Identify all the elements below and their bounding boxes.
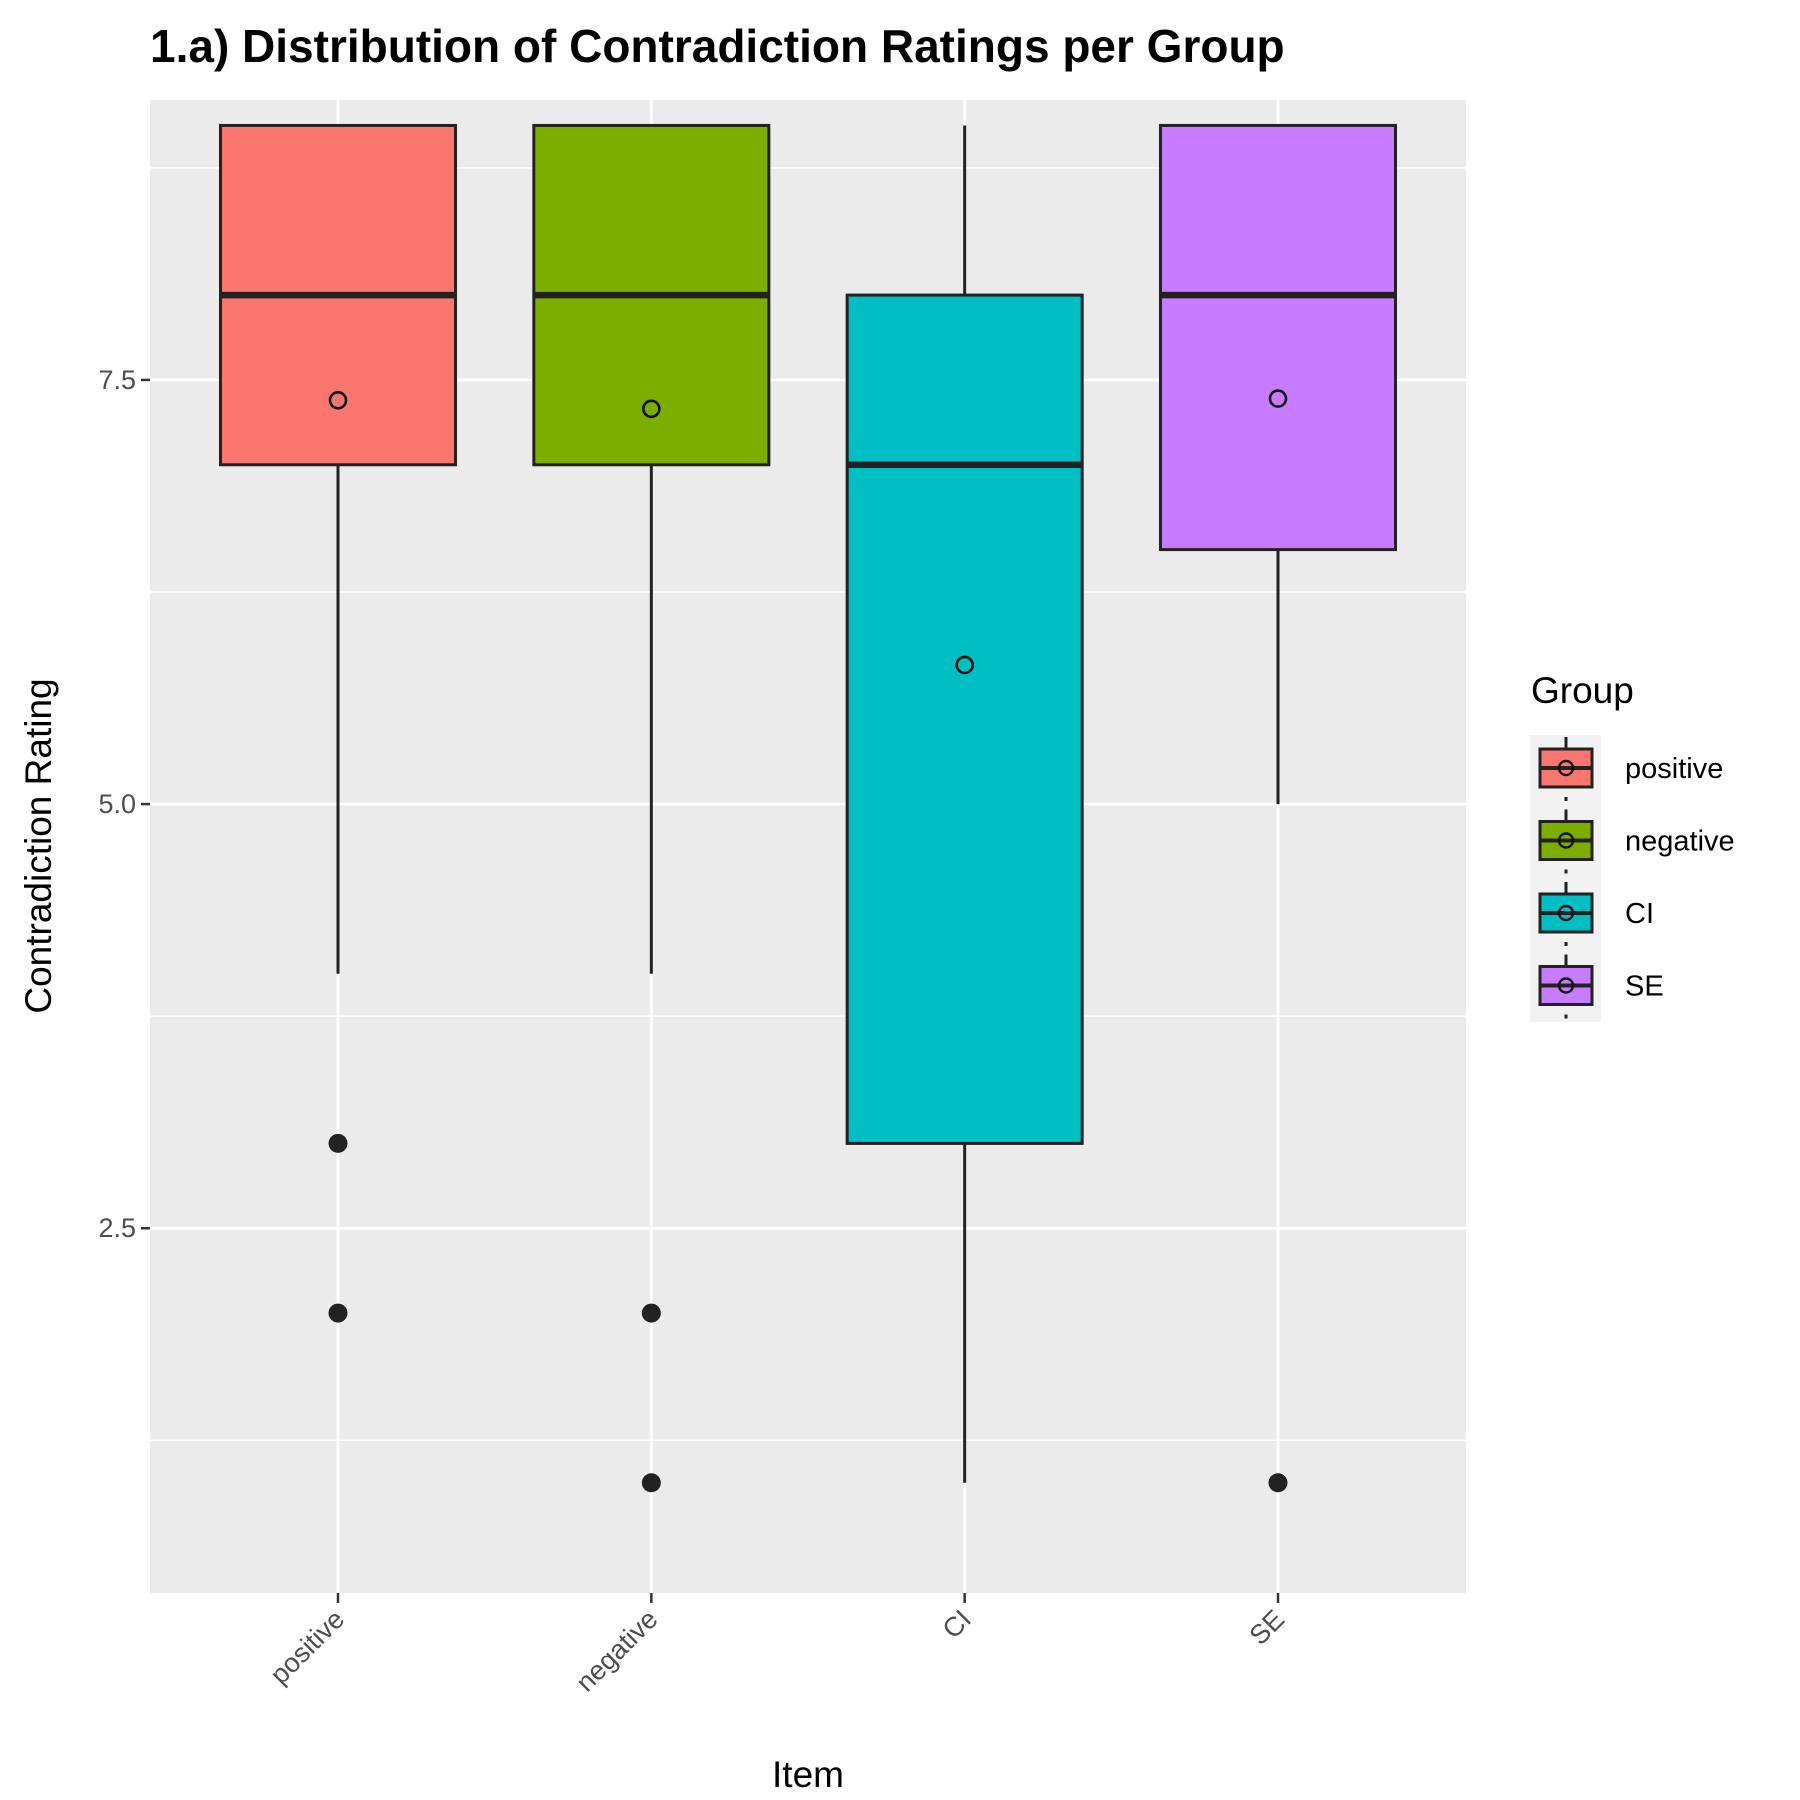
box-negative bbox=[532, 123, 771, 1493]
legend: Group positive negative CI SE bbox=[1530, 670, 1735, 1022]
legend-mean-point bbox=[1557, 832, 1575, 849]
outlier-point bbox=[641, 1303, 661, 1323]
legend-title: Group bbox=[1531, 670, 1634, 711]
outlier-point bbox=[328, 1133, 348, 1153]
box-positive bbox=[219, 123, 457, 1323]
x-tick-label-SE: SE bbox=[1244, 1604, 1291, 1651]
y-axis-title: Contradiction Rating bbox=[18, 678, 59, 1013]
box-body bbox=[1159, 123, 1397, 552]
outlier-point bbox=[641, 1473, 661, 1493]
outlier-point bbox=[1268, 1473, 1288, 1493]
box-body bbox=[845, 293, 1084, 1145]
legend-label: positive bbox=[1625, 753, 1723, 785]
outlier-point bbox=[328, 1303, 348, 1323]
legend-item-negative: negative bbox=[1538, 807, 1735, 874]
y-axis: 2.5 5.0 7.5 bbox=[98, 365, 150, 1243]
x-axis: positive negative CI SE bbox=[264, 1593, 1290, 1697]
legend-label: negative bbox=[1625, 826, 1735, 858]
mean-point bbox=[955, 655, 974, 675]
box-CI bbox=[845, 125, 1084, 1483]
legend-label: SE bbox=[1625, 971, 1664, 1003]
mean-point bbox=[642, 399, 661, 419]
boxes bbox=[219, 123, 1397, 1493]
mean-point bbox=[1268, 389, 1288, 408]
y-tick-label: 2.5 bbox=[98, 1213, 136, 1243]
legend-item-positive: positive bbox=[1538, 735, 1723, 801]
x-tick-label-CI: CI bbox=[937, 1604, 977, 1644]
legend-label: CI bbox=[1625, 898, 1654, 930]
x-tick-label-negative: negative bbox=[570, 1604, 663, 1697]
legend-mean-point bbox=[1557, 759, 1575, 777]
legend-item-CI: CI bbox=[1538, 880, 1654, 946]
y-tick-label: 5.0 bbox=[98, 789, 136, 819]
box-SE bbox=[1159, 123, 1397, 1493]
y-tick-label: 7.5 bbox=[98, 365, 136, 395]
legend-mean-point bbox=[1557, 977, 1575, 994]
chart-title: 1.a) Distribution of Contradiction Ratin… bbox=[150, 20, 1285, 72]
x-axis-title: Item bbox=[772, 1754, 844, 1795]
x-tick-label-positive: positive bbox=[264, 1604, 350, 1690]
legend-item-SE: SE bbox=[1538, 952, 1664, 1019]
legend-mean-point bbox=[1557, 904, 1575, 922]
mean-point bbox=[328, 390, 348, 410]
